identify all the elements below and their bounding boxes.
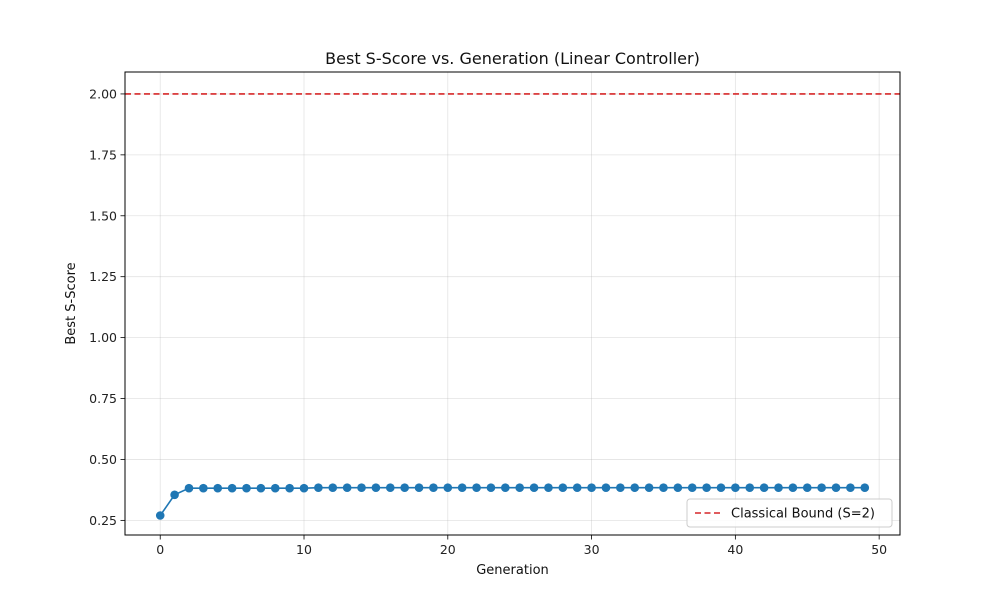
data-point: [817, 483, 826, 493]
data-point: [644, 483, 654, 493]
x-tick-label: 40: [727, 542, 743, 557]
data-point: [731, 483, 740, 493]
data-point: [659, 483, 668, 493]
data-point: [155, 511, 165, 520]
data-point: [170, 490, 179, 500]
data-point: [616, 483, 625, 493]
legend: Classical Bound (S=2): [686, 498, 893, 528]
data-point: [501, 483, 510, 493]
data-point: [716, 483, 726, 493]
y-axis-ticks: 0.25 0.50 0.75 1.00 1.25 1.50 1.75 2.00: [89, 86, 125, 528]
x-tick-label: 10: [296, 542, 312, 557]
data-point: [759, 483, 769, 493]
data-point: [328, 483, 338, 493]
data-point: [515, 483, 524, 493]
data-point: [414, 483, 424, 493]
data-point: [846, 483, 855, 493]
y-tick-label: 0.25: [89, 513, 117, 528]
data-point: [774, 483, 783, 493]
data-point: [299, 483, 309, 493]
data-point: [457, 483, 467, 493]
data-point: [831, 483, 841, 493]
data-point: [184, 483, 194, 493]
y-tick-label: 1.75: [89, 147, 117, 162]
data-point: [558, 483, 568, 493]
data-point: [242, 483, 251, 493]
data-point: [529, 483, 539, 493]
data-point: [270, 483, 280, 493]
x-tick-label: 20: [440, 542, 456, 557]
data-point: [860, 483, 870, 493]
data-point: [544, 483, 553, 493]
legend-box: [686, 498, 893, 528]
data-point: [601, 483, 611, 493]
plot-frame: [124, 71, 901, 536]
data-point: [673, 483, 683, 493]
data-point: [285, 483, 294, 493]
data-point: [342, 483, 352, 493]
data-point: [227, 483, 237, 493]
data-point: [486, 483, 496, 493]
y-tick-label: 0.75: [89, 391, 117, 406]
data-point: [587, 483, 596, 493]
data-point: [199, 483, 208, 493]
data-point: [256, 483, 266, 493]
grid-lines: [125, 72, 900, 535]
legend-label-classical-bound: Classical Bound (S=2): [731, 507, 875, 522]
data-point: [745, 483, 755, 493]
x-tick-label: 0: [156, 542, 164, 557]
data-point: [788, 483, 798, 493]
x-axis-ticks: 0 10 20 30 40 50: [156, 535, 887, 557]
series-layer: [155, 483, 870, 520]
data-point: [687, 483, 697, 493]
x-tick-label: 50: [871, 542, 887, 557]
data-point: [443, 483, 453, 493]
data-point: [472, 483, 481, 493]
data-point: [357, 483, 366, 493]
data-point: [213, 483, 223, 493]
y-tick-label: 1.00: [89, 330, 117, 345]
y-tick-label: 2.00: [89, 86, 117, 101]
data-point: [429, 483, 438, 493]
data-point: [630, 483, 640, 493]
y-axis-label: Best S-Score: [64, 262, 79, 344]
data-point: [802, 483, 812, 493]
data-point: [314, 483, 323, 493]
data-point: [385, 483, 395, 493]
data-point: [371, 483, 381, 493]
x-axis-label: Generation: [476, 563, 549, 578]
y-tick-label: 0.50: [89, 452, 117, 467]
x-tick-label: 30: [584, 542, 600, 557]
chart-title: Best S-Score vs. Generation (Linear Cont…: [325, 49, 700, 68]
y-tick-label: 1.50: [89, 208, 117, 223]
data-point: [400, 483, 409, 493]
data-point: [702, 483, 711, 493]
data-point: [572, 483, 582, 493]
y-tick-label: 1.25: [89, 269, 117, 284]
